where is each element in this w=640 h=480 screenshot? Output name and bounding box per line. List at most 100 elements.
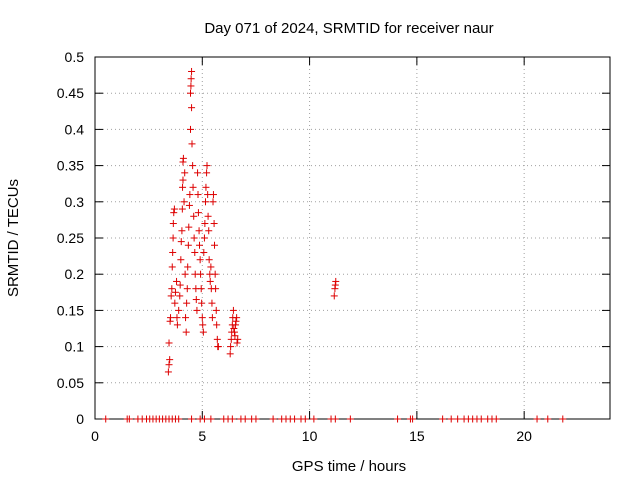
y-tick-label: 0.5	[65, 49, 85, 65]
data-point	[188, 67, 196, 75]
data-point	[173, 277, 181, 285]
data-point	[194, 191, 202, 199]
data-point	[169, 234, 177, 242]
data-point	[200, 248, 208, 256]
data-point	[190, 212, 198, 220]
data-point	[194, 169, 202, 177]
data-point	[125, 415, 133, 423]
data-point	[203, 162, 211, 170]
data-point	[199, 328, 207, 336]
data-point	[182, 314, 190, 322]
data-point	[231, 332, 239, 340]
data-point	[291, 415, 299, 423]
x-tick-label: 0	[91, 428, 99, 444]
data-point	[209, 198, 217, 206]
data-point	[186, 125, 194, 133]
data-point	[189, 183, 197, 191]
data-point	[188, 104, 196, 112]
data-point	[208, 314, 216, 322]
data-point	[310, 415, 318, 423]
data-point	[213, 335, 221, 343]
data-point	[213, 321, 221, 329]
x-tick-label: 15	[409, 428, 425, 444]
data-point	[252, 415, 260, 423]
x-tick-label: 10	[302, 428, 318, 444]
chart-title: Day 071 of 2024, SRMTID for receiver nau…	[204, 20, 493, 37]
data-point	[198, 299, 206, 307]
data-point	[173, 314, 181, 322]
y-tick-label: 0.1	[65, 339, 85, 355]
data-point	[346, 415, 354, 423]
data-point	[169, 220, 177, 228]
data-point	[202, 183, 210, 191]
data-point	[208, 299, 216, 307]
x-axis-label: GPS time / hours	[292, 458, 406, 475]
data-point	[241, 415, 249, 423]
data-point	[188, 415, 196, 423]
data-point	[202, 198, 210, 206]
y-tick-label: 0.2	[65, 266, 85, 282]
x-tick-label: 20	[516, 428, 532, 444]
data-point	[175, 415, 183, 423]
y-tick-label: 0.05	[57, 375, 84, 391]
data-point	[165, 339, 173, 347]
data-point	[533, 415, 541, 423]
data-point	[171, 299, 179, 307]
data-point	[185, 223, 193, 231]
data-point	[330, 292, 338, 300]
data-point	[176, 281, 184, 289]
data-point	[269, 415, 277, 423]
data-point	[181, 270, 189, 278]
data-point	[210, 220, 218, 228]
data-point	[194, 209, 202, 217]
data-point	[185, 201, 193, 209]
data-point	[230, 325, 238, 332]
data-point	[477, 415, 485, 423]
data-point	[175, 306, 183, 314]
data-point	[187, 75, 195, 83]
data-point	[193, 306, 201, 314]
data-point	[207, 415, 215, 423]
data-point	[214, 343, 222, 351]
data-point	[227, 343, 235, 351]
data-point	[170, 205, 178, 213]
data-point	[190, 234, 198, 242]
data-point	[200, 415, 208, 423]
data-point	[211, 241, 219, 249]
data-point	[196, 241, 204, 249]
data-point	[232, 317, 240, 325]
data-point	[207, 263, 215, 271]
data-point	[492, 415, 500, 423]
y-tick-label: 0.45	[57, 85, 84, 101]
y-tick-label: 0.15	[57, 302, 84, 318]
y-tick-label: 0.4	[65, 121, 85, 137]
data-point	[198, 314, 206, 322]
data-point	[454, 415, 462, 423]
data-point	[179, 183, 187, 191]
data-point	[439, 415, 447, 423]
data-point	[192, 296, 200, 304]
data-point	[206, 277, 214, 285]
data-point	[394, 415, 402, 423]
data-point	[182, 328, 190, 336]
data-point	[166, 356, 174, 364]
data-point	[178, 227, 186, 235]
data-point	[186, 89, 194, 97]
data-point	[212, 285, 220, 293]
data-point	[211, 270, 219, 278]
y-tick-label: 0.3	[65, 194, 85, 210]
data-point	[234, 335, 242, 343]
data-point	[195, 227, 203, 235]
x-tick-label: 5	[198, 428, 206, 444]
data-point	[184, 263, 192, 271]
data-point	[544, 415, 552, 423]
data-point	[102, 415, 110, 423]
data-point	[184, 241, 192, 249]
data-point	[177, 256, 185, 264]
data-point	[169, 248, 177, 256]
data-point	[331, 415, 339, 423]
data-point	[191, 248, 199, 256]
data-point	[229, 306, 237, 314]
data-point	[164, 368, 172, 376]
